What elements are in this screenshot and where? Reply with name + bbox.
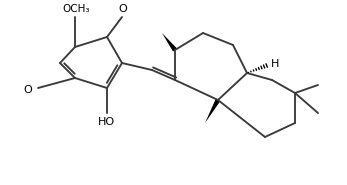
Text: OCH₃: OCH₃ bbox=[62, 4, 90, 14]
Text: HO: HO bbox=[98, 117, 115, 127]
Polygon shape bbox=[205, 99, 220, 123]
Text: O: O bbox=[24, 85, 32, 95]
Text: O: O bbox=[119, 4, 127, 14]
Polygon shape bbox=[162, 33, 177, 51]
Text: H: H bbox=[271, 59, 279, 69]
